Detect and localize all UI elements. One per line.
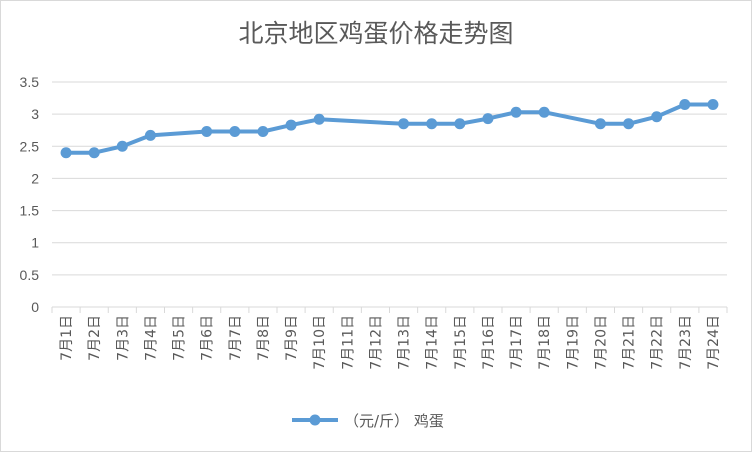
x-tick-label: 7月21日 [622, 315, 638, 370]
data-point [144, 129, 156, 141]
y-tick-label: 3 [31, 106, 39, 122]
data-point [679, 99, 691, 110]
x-tick-label: 7月23日 [678, 315, 694, 370]
data-point [60, 147, 72, 159]
x-tick-label: 7月17日 [509, 315, 525, 370]
x-tick-label: 7月18日 [537, 315, 553, 370]
x-tick-label: 7月10日 [312, 315, 328, 370]
y-tick-label: 1.5 [20, 203, 40, 219]
data-point [482, 113, 494, 125]
x-tick-label: 7月13日 [397, 315, 413, 370]
x-tick-label: 7月6日 [200, 315, 216, 361]
x-tick-label: 7月12日 [368, 315, 384, 370]
data-point [623, 118, 635, 130]
x-tick-label: 7月11日 [340, 315, 356, 370]
data-point [651, 111, 663, 123]
data-point [201, 126, 213, 137]
legend: （元/斤） 鸡蛋 [292, 410, 444, 430]
data-point [313, 113, 325, 125]
x-tick-label: 7月20日 [593, 315, 609, 370]
y-tick-label: 3.5 [20, 74, 40, 90]
data-point [88, 147, 100, 159]
x-tick-label: 7月19日 [565, 315, 581, 370]
x-tick-label: 7月16日 [481, 315, 497, 370]
data-point [454, 118, 466, 130]
y-tick-label: 2 [31, 170, 39, 186]
chart-title: 北京地区鸡蛋价格走势图 [238, 19, 514, 48]
legend-marker [292, 414, 338, 426]
x-tick-label: 7月4日 [143, 315, 159, 361]
legend-label: （元/斤） 鸡蛋 [344, 411, 444, 430]
data-point [285, 119, 297, 131]
x-tick-label: 7月14日 [425, 315, 441, 370]
y-tick-label: 0 [31, 299, 39, 315]
x-tick-label: 7月2日 [87, 315, 103, 361]
data-point [116, 140, 128, 152]
data-point [426, 118, 438, 130]
series-line [64, 102, 715, 155]
y-tick-label: 1 [31, 235, 39, 251]
x-tick-label: 7月22日 [650, 315, 666, 370]
x-tick-label: 7月8日 [256, 315, 272, 361]
x-tick-label: 7月5日 [172, 315, 188, 361]
x-tick-label: 7月24日 [706, 315, 722, 370]
x-tick-label: 7月3日 [115, 315, 131, 361]
data-point [398, 118, 410, 130]
x-tick-label: 7月15日 [453, 315, 469, 370]
y-tick-label: 2.5 [20, 138, 40, 154]
data-point [707, 99, 719, 110]
x-tick-label: 7月1日 [59, 315, 75, 361]
data-point [257, 126, 269, 137]
data-point [594, 118, 606, 130]
data-point [229, 126, 241, 137]
data-point [510, 106, 522, 118]
x-tick-label: 7月7日 [228, 315, 244, 361]
data-point [538, 106, 550, 118]
y-tick-label: 0.5 [20, 267, 40, 283]
x-tick-label: 7月9日 [284, 315, 300, 361]
